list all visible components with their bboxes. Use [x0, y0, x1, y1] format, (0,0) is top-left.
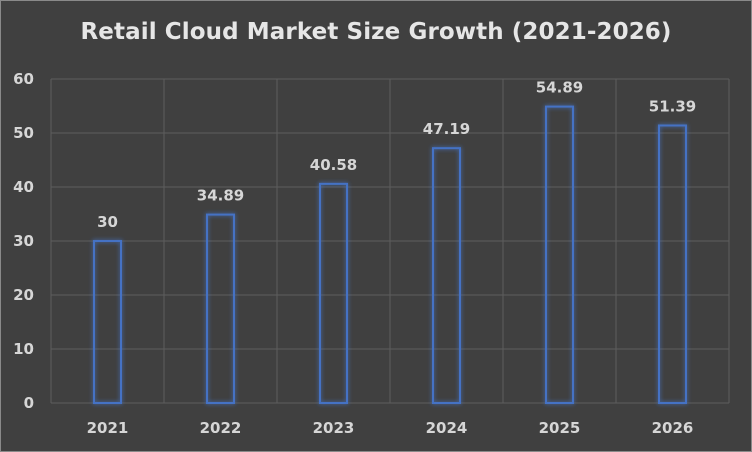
- y-tick-label: 0: [24, 394, 34, 412]
- bar-2024: [432, 147, 461, 404]
- bar-2026: [658, 124, 687, 405]
- bar-2023: [319, 182, 348, 404]
- data-label-2022: 34.89: [197, 187, 244, 205]
- y-tick-label: 60: [13, 70, 34, 88]
- data-label-2026: 51.39: [649, 97, 696, 115]
- data-label-2023: 40.58: [310, 156, 357, 174]
- chart-title: Retail Cloud Market Size Growth (2021-20…: [80, 19, 672, 45]
- y-tick-label: 30: [13, 232, 34, 250]
- bar-2021: [93, 240, 122, 404]
- x-tick-label-2021: 2021: [87, 419, 129, 437]
- y-tick-label: 10: [13, 340, 34, 358]
- y-tick-label: 40: [13, 178, 34, 196]
- x-tick-label-2022: 2022: [200, 419, 242, 437]
- y-tick-label: 50: [13, 124, 34, 142]
- data-label-2024: 47.19: [423, 120, 470, 138]
- data-label-2021: 30: [97, 213, 118, 231]
- x-tick-label-2023: 2023: [313, 419, 355, 437]
- x-tick-label-2025: 2025: [539, 419, 581, 437]
- bar-2022: [206, 213, 235, 404]
- y-tick-label: 20: [13, 286, 34, 304]
- bar-2025: [545, 105, 574, 405]
- x-tick-label-2024: 2024: [426, 419, 468, 437]
- x-tick-label-2026: 2026: [652, 419, 694, 437]
- data-label-2025: 54.89: [536, 79, 583, 97]
